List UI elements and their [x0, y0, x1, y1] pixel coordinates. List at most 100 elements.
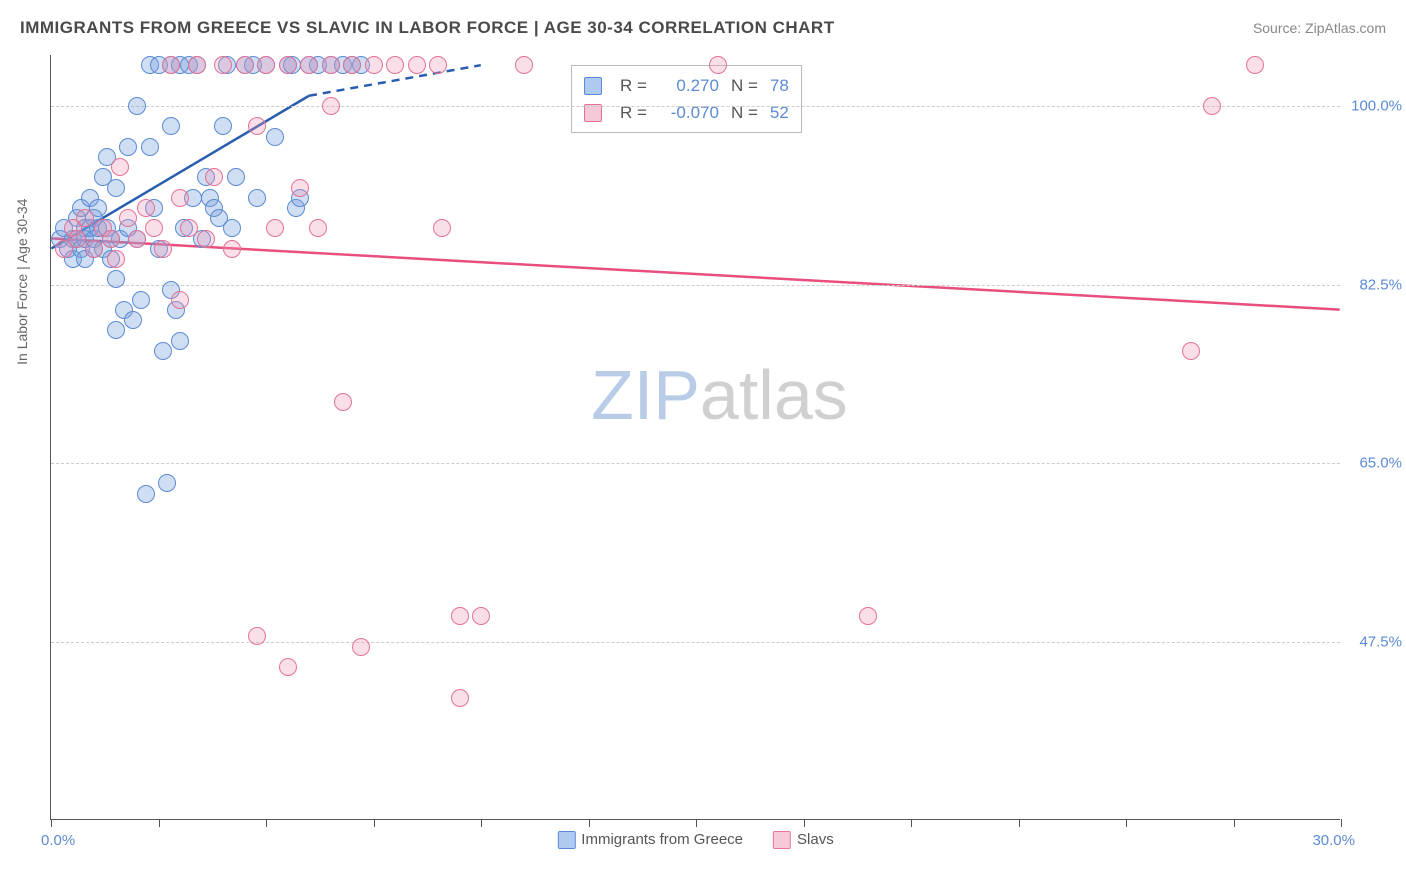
point-slavs — [188, 56, 206, 74]
point-greece — [119, 138, 137, 156]
stat-n-label: N = — [731, 99, 758, 126]
point-slavs — [111, 158, 129, 176]
point-greece — [107, 179, 125, 197]
trend-lines-layer — [51, 55, 1340, 819]
point-slavs — [257, 56, 275, 74]
gridline-h — [51, 106, 1340, 107]
stat-r-value: 0.270 — [659, 72, 719, 99]
stat-row-slavs: R =-0.070N =52 — [584, 99, 789, 126]
y-tick-label: 65.0% — [1359, 455, 1402, 472]
stat-r-label: R = — [620, 99, 647, 126]
x-tick — [1126, 819, 1127, 827]
point-slavs — [1246, 56, 1264, 74]
point-slavs — [472, 607, 490, 625]
point-slavs — [85, 240, 103, 258]
point-slavs — [322, 97, 340, 115]
point-greece — [171, 332, 189, 350]
gridline-h — [51, 285, 1340, 286]
watermark: ZIPatlas — [591, 355, 848, 435]
x-axis-min-label: 0.0% — [41, 832, 75, 849]
point-slavs — [1182, 342, 1200, 360]
legend-swatch-greece — [557, 831, 575, 849]
point-slavs — [309, 219, 327, 237]
point-greece — [107, 321, 125, 339]
point-slavs — [451, 607, 469, 625]
point-slavs — [709, 56, 727, 74]
point-greece — [154, 342, 172, 360]
plot-area: ZIPatlas R =0.270N =78R =-0.070N =52 0.0… — [50, 55, 1340, 820]
swatch-greece — [584, 77, 602, 95]
point-slavs — [154, 240, 172, 258]
point-greece — [107, 270, 125, 288]
point-slavs — [515, 56, 533, 74]
point-slavs — [334, 393, 352, 411]
stat-r-label: R = — [620, 72, 647, 99]
stat-n-value: 52 — [770, 99, 789, 126]
gridline-h — [51, 642, 1340, 643]
point-slavs — [451, 689, 469, 707]
stat-n-value: 78 — [770, 72, 789, 99]
point-slavs — [408, 56, 426, 74]
point-slavs — [429, 56, 447, 74]
point-slavs — [162, 56, 180, 74]
point-slavs — [145, 219, 163, 237]
point-slavs — [279, 56, 297, 74]
legend-label-greece: Immigrants from Greece — [581, 831, 743, 848]
point-greece — [124, 311, 142, 329]
point-slavs — [386, 56, 404, 74]
point-greece — [137, 485, 155, 503]
x-tick — [804, 819, 805, 827]
point-slavs — [352, 638, 370, 656]
point-slavs — [365, 56, 383, 74]
point-greece — [266, 128, 284, 146]
point-slavs — [197, 230, 215, 248]
x-tick — [51, 819, 52, 827]
point-greece — [132, 291, 150, 309]
point-slavs — [236, 56, 254, 74]
x-tick — [159, 819, 160, 827]
x-tick — [1019, 819, 1020, 827]
point-slavs — [107, 250, 125, 268]
y-tick-label: 100.0% — [1351, 98, 1402, 115]
x-tick — [1341, 819, 1342, 827]
point-slavs — [171, 189, 189, 207]
legend-label-slavs: Slavs — [797, 831, 834, 848]
point-slavs — [205, 168, 223, 186]
y-tick-label: 47.5% — [1359, 633, 1402, 650]
watermark-zip: ZIP — [591, 356, 700, 434]
point-slavs — [171, 291, 189, 309]
point-slavs — [76, 209, 94, 227]
stat-n-label: N = — [731, 72, 758, 99]
point-slavs — [119, 209, 137, 227]
point-greece — [227, 168, 245, 186]
watermark-atlas: atlas — [700, 356, 848, 434]
x-axis-max-label: 30.0% — [1312, 832, 1355, 849]
legend-item-slavs: Slavs — [773, 831, 834, 849]
x-tick — [696, 819, 697, 827]
point-slavs — [322, 56, 340, 74]
x-tick — [911, 819, 912, 827]
point-slavs — [180, 219, 198, 237]
point-slavs — [248, 627, 266, 645]
x-tick — [1234, 819, 1235, 827]
x-tick — [266, 819, 267, 827]
point-greece — [223, 219, 241, 237]
legend-swatch-slavs — [773, 831, 791, 849]
series-legend: Immigrants from Greece Slavs — [557, 831, 833, 849]
point-slavs — [102, 230, 120, 248]
x-tick — [589, 819, 590, 827]
x-tick — [374, 819, 375, 827]
point-slavs — [214, 56, 232, 74]
point-slavs — [248, 117, 266, 135]
legend-item-greece: Immigrants from Greece — [557, 831, 743, 849]
correlation-legend: R =0.270N =78R =-0.070N =52 — [571, 65, 802, 133]
point-greece — [214, 117, 232, 135]
stat-row-greece: R = 0.270 N = 78 — [584, 72, 789, 99]
y-axis-title: In Labor Force | Age 30-34 — [14, 199, 30, 365]
point-slavs — [343, 56, 361, 74]
trendline-slavs — [51, 238, 1339, 309]
y-tick-label: 82.5% — [1359, 276, 1402, 293]
source-label: Source: ZipAtlas.com — [1253, 20, 1386, 36]
point-slavs — [859, 607, 877, 625]
point-slavs — [223, 240, 241, 258]
